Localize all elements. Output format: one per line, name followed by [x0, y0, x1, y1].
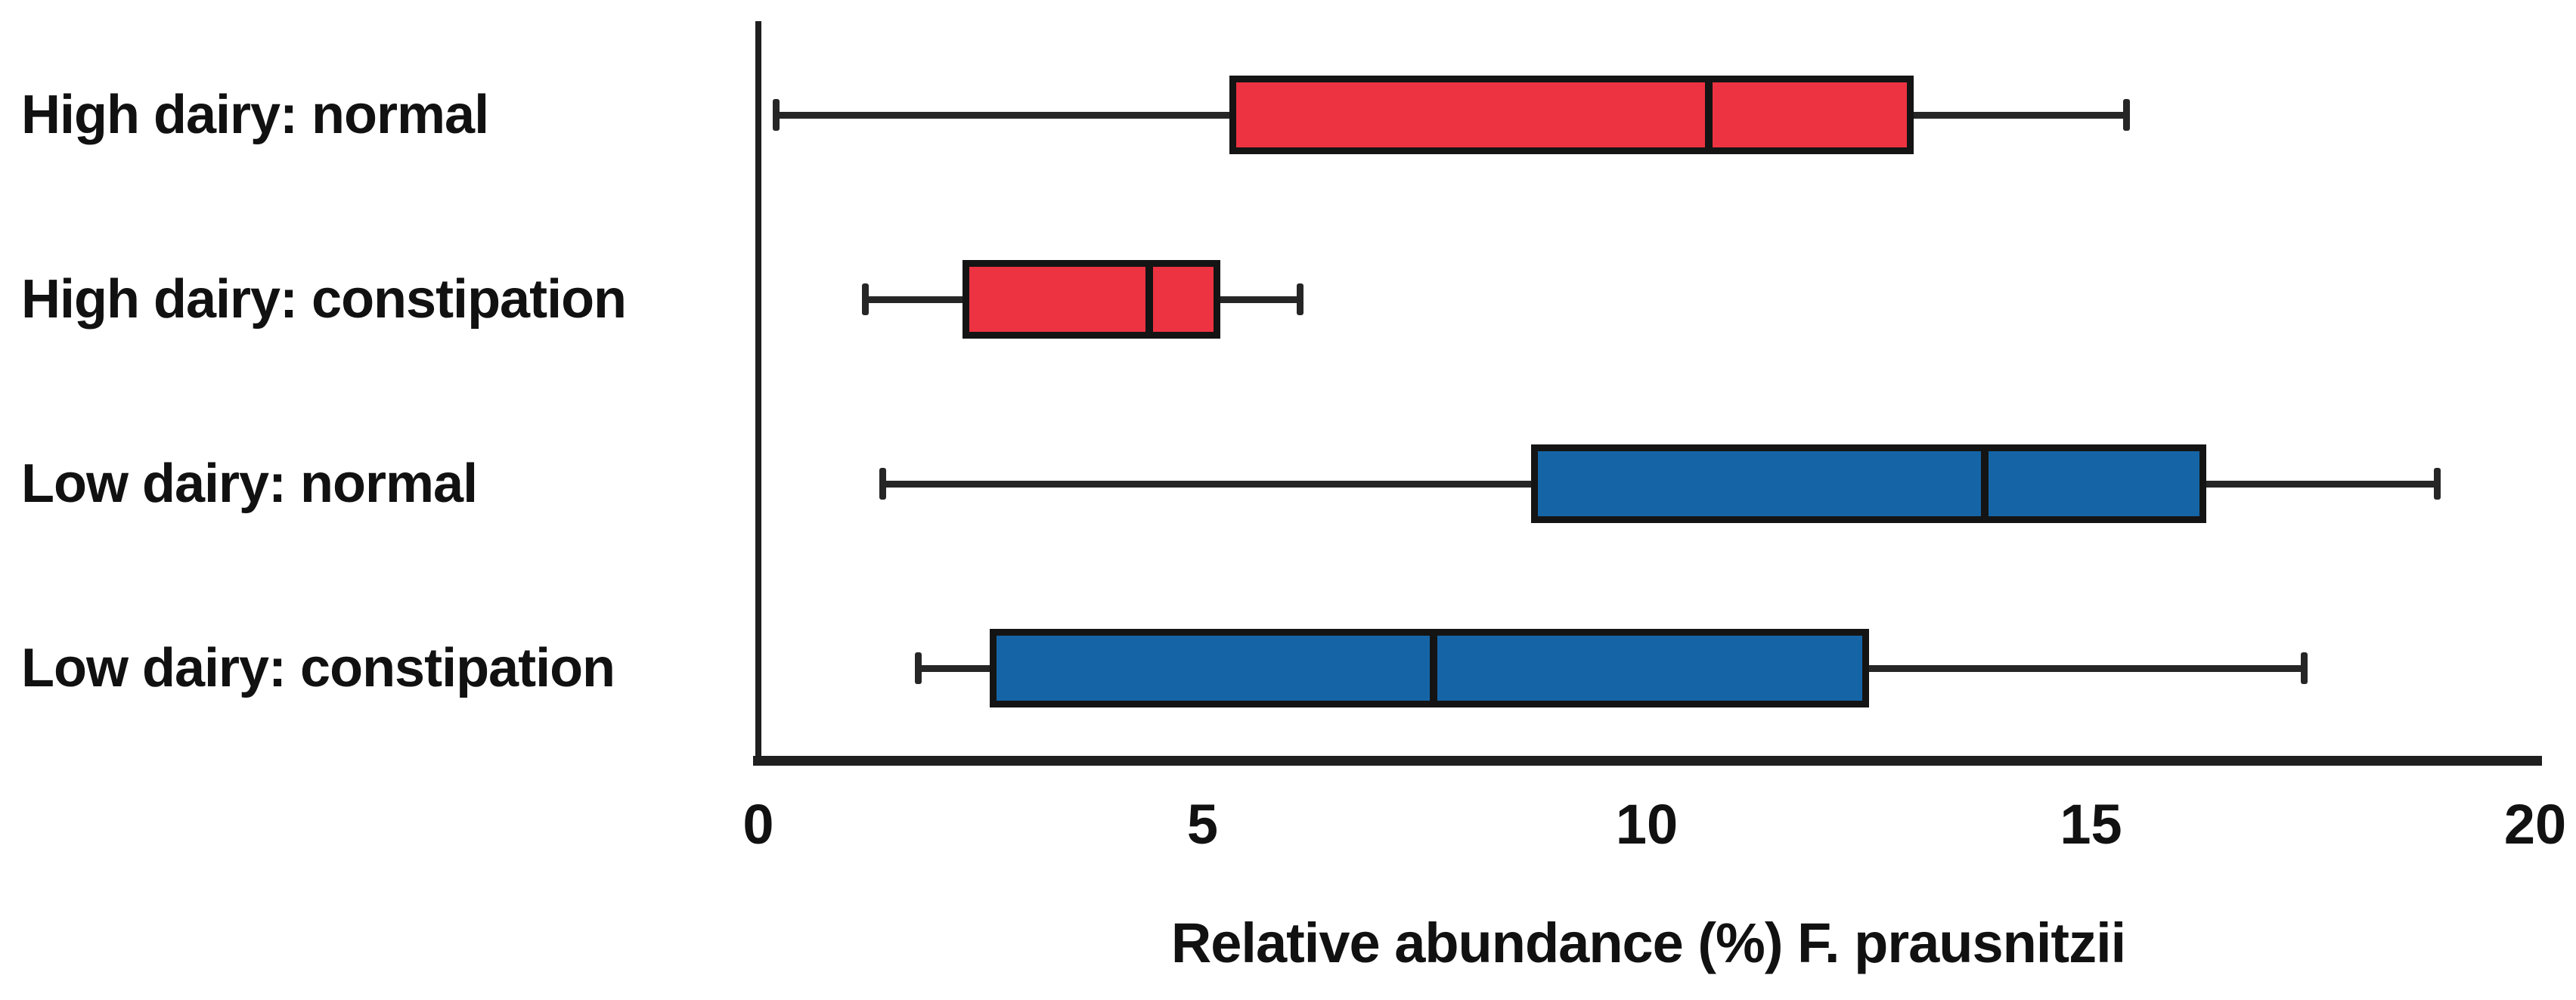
box-rect — [963, 260, 1220, 339]
x-tick-label: 0 — [742, 793, 774, 856]
x-tick-label: 5 — [1186, 793, 1219, 856]
median-line — [1980, 444, 1989, 523]
category-label-low-dairy-constipation: Low dairy: constipation — [21, 638, 615, 698]
whisker-cap-min — [879, 468, 886, 500]
x-axis-line — [753, 756, 2542, 766]
category-label-high-dairy-normal: High dairy: normal — [21, 85, 489, 145]
whisker-cap-min — [915, 652, 922, 684]
whisker-cap-max — [2123, 99, 2130, 131]
x-axis-title: Relative abundance (%) F. prausnitzii — [1170, 912, 2126, 974]
box-rect — [989, 629, 1869, 707]
whisker-cap-min — [773, 99, 780, 131]
box-rect — [1531, 444, 2207, 523]
median-line — [1430, 629, 1437, 707]
whisker-cap-max — [2301, 652, 2308, 684]
category-label-high-dairy-constipation: High dairy: constipation — [21, 269, 627, 330]
whisker-cap-max — [2434, 468, 2441, 500]
x-tick-label: 20 — [2503, 793, 2567, 856]
whisker-cap-max — [1297, 283, 1304, 315]
median-line — [1705, 76, 1713, 154]
category-label-low-dairy-normal: Low dairy: normal — [21, 454, 478, 514]
whisker-cap-min — [861, 283, 869, 315]
x-tick-label: 15 — [2060, 793, 2122, 856]
median-line — [1145, 260, 1153, 339]
y-axis-line — [755, 21, 761, 766]
x-tick-label: 10 — [1615, 793, 1679, 856]
box-rect — [1229, 76, 1914, 154]
